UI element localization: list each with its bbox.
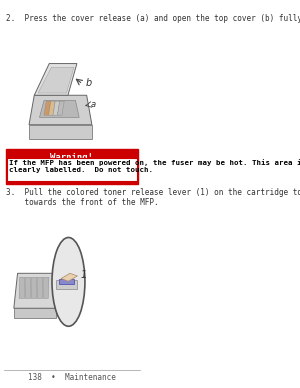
Polygon shape (43, 277, 49, 298)
Text: 3.  Pull the colored toner release lever (1) on the cartridge to be replaced ful: 3. Pull the colored toner release lever … (6, 188, 300, 207)
Polygon shape (25, 277, 31, 298)
Polygon shape (59, 279, 74, 284)
Polygon shape (37, 277, 43, 298)
Text: 1: 1 (80, 270, 87, 280)
Polygon shape (49, 101, 55, 115)
Polygon shape (58, 101, 64, 115)
Polygon shape (14, 273, 56, 308)
Polygon shape (34, 64, 77, 95)
Text: a: a (90, 100, 95, 109)
Polygon shape (38, 67, 74, 93)
Polygon shape (61, 273, 77, 281)
FancyBboxPatch shape (6, 149, 138, 184)
Polygon shape (29, 95, 92, 125)
Polygon shape (14, 308, 56, 318)
Text: If the MFP has been powered on, the fuser may be hot. This area is
clearly label: If the MFP has been powered on, the fuse… (9, 159, 300, 173)
Polygon shape (53, 101, 60, 115)
Polygon shape (29, 125, 92, 140)
FancyBboxPatch shape (7, 158, 137, 181)
Text: Warning!: Warning! (50, 153, 94, 162)
Polygon shape (19, 277, 25, 298)
Circle shape (52, 237, 85, 326)
Polygon shape (40, 100, 79, 117)
Text: b: b (85, 78, 92, 88)
Polygon shape (44, 101, 51, 115)
Text: 138  •  Maintenance: 138 • Maintenance (28, 372, 116, 382)
Polygon shape (31, 277, 37, 298)
Text: 2.  Press the cover release (a) and open the top cover (b) fully.: 2. Press the cover release (a) and open … (6, 14, 300, 23)
Polygon shape (56, 280, 77, 289)
